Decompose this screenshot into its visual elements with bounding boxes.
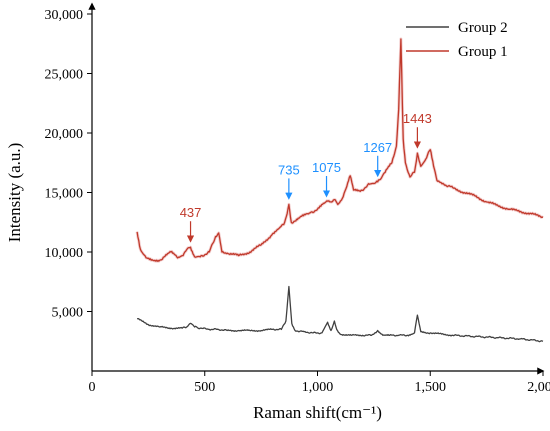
- tick-layer: 0 500 1,000 1,500 2,000 5,000 10,000 15,000 20,0…: [45, 8, 550, 395]
- x-tick-label: 1,000: [302, 380, 334, 395]
- x-tick-label: 0: [89, 380, 96, 395]
- series-line-glow: [135, 37, 544, 263]
- annotation-label: 1267: [363, 140, 392, 155]
- x-axis-title: Raman shift(cm⁻¹): [253, 403, 382, 422]
- y-tick-label: 25,000: [45, 68, 84, 83]
- y-tick-label: 30,000: [45, 8, 84, 23]
- x-tick-label: 1,500: [415, 380, 447, 395]
- annotation-label: 735: [278, 162, 300, 177]
- legend: Group 2 Group 1: [406, 20, 508, 60]
- series-line: [136, 38, 544, 262]
- x-tick-label: 2,000: [527, 380, 550, 395]
- y-tick-label: 5,000: [52, 306, 84, 321]
- y-tick-label: 10,000: [45, 246, 84, 261]
- annotation-label: 1075: [312, 160, 341, 175]
- series-layer: [135, 37, 544, 343]
- annotation-label: 1443: [403, 111, 432, 126]
- legend-label: Group 2: [458, 20, 508, 36]
- annotation-layer: 437 735 1075 1267 1443: [180, 111, 432, 243]
- series-line: [137, 285, 544, 343]
- annotation-label: 437: [180, 205, 202, 220]
- y-axis-title: Intensity (a.u.): [5, 143, 24, 243]
- x-tick-label: 500: [194, 380, 215, 395]
- y-tick-label: 15,000: [45, 187, 84, 202]
- y-tick-label: 20,000: [45, 127, 84, 142]
- legend-label: Group 1: [458, 44, 508, 60]
